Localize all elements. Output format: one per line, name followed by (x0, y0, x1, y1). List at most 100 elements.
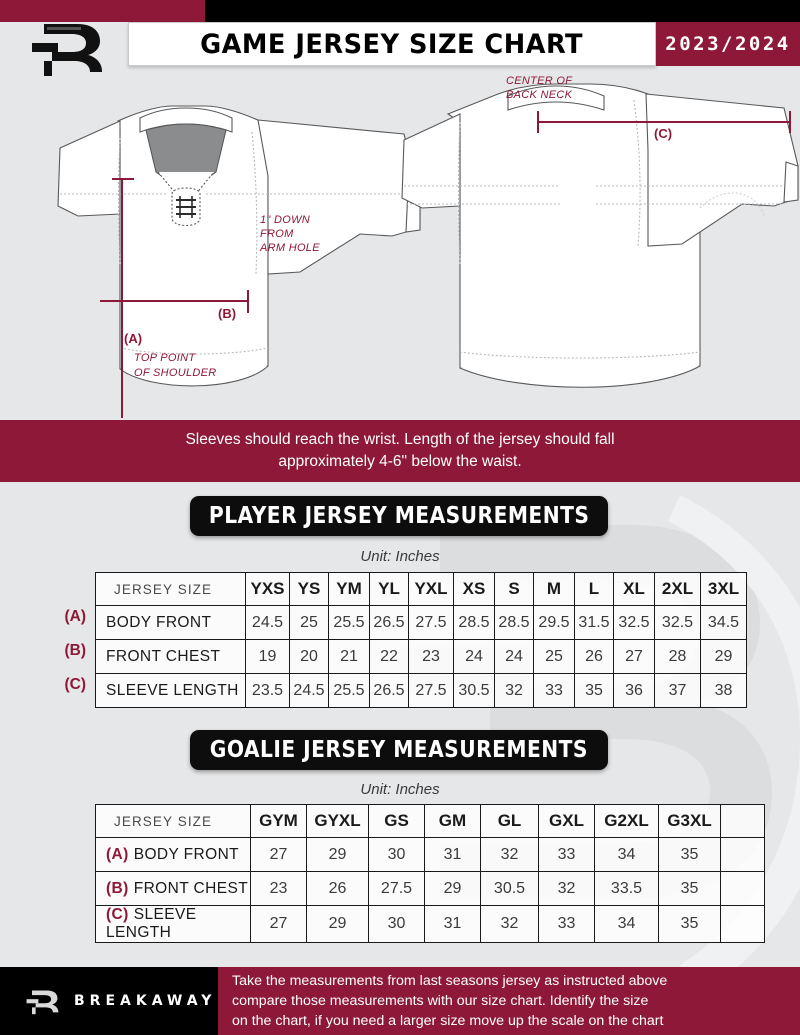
page-footer: BREAKAWAY Take the measurements from las… (0, 967, 800, 1035)
measurement-cell: 26 (306, 871, 369, 906)
row-label: (B) FRONT CHEST (95, 871, 251, 906)
one-inch-down-line2: FROM (260, 228, 294, 240)
marker-c-label: (C) (654, 126, 672, 141)
measurement-cell: 28.5 (453, 605, 495, 640)
fit-note-line-2: approximately 4-6" below the waist. (278, 453, 522, 470)
row-marker: (B) (106, 879, 129, 897)
season-badge-label: 2023/2024 (665, 33, 791, 55)
measurement-cell: 27.5 (368, 871, 425, 906)
column-header-jersey-size: JERSEY SIZE (95, 572, 246, 606)
column-header-3xl: 3XL (700, 572, 747, 606)
column-header-g2xl: G2XL (594, 804, 659, 838)
table-row: (C) SLEEVE LENGTH 27 29 30 31 32 33 34 35 (95, 905, 765, 943)
measurement-cell: 33 (538, 905, 595, 943)
column-header-xl: XL (613, 572, 655, 606)
measurement-cell: 29 (700, 639, 747, 674)
page-title: GAME JERSEY SIZE CHART (200, 28, 584, 60)
player-section-title: PLAYER JERSEY MEASUREMENTS (208, 503, 590, 529)
player-unit-label: Unit: Inches (360, 548, 440, 565)
goalie-measurements-table: JERSEY SIZE GYM GYXL GS GM GL GXL G2XL G3XL (A) BO… (95, 804, 765, 943)
measurement-cell: 35 (658, 871, 721, 906)
footer-instructions: Take the measurements from last seasons … (218, 967, 800, 1035)
measurement-cell: 26 (574, 639, 614, 674)
measurement-cell: 31 (424, 837, 481, 872)
player-measurements-table: JERSEY SIZE YXS YS YM YL YXL XS S M L XL 2XL 3XL BODY… (95, 572, 747, 708)
center-back-neck-line2: BACK NECK (506, 89, 573, 101)
page-header: GAME JERSEY SIZE CHART 2023/2024 (0, 22, 800, 76)
measurement-cell: 33 (533, 673, 575, 708)
column-header-s: S (494, 572, 534, 606)
row-label: BODY FRONT (95, 605, 246, 640)
table-row: FRONT CHEST 19 20 21 22 23 24 24 25 26 27 28 29 (95, 639, 747, 674)
one-inch-down-line1: 1" DOWN (260, 214, 310, 226)
column-header-ys: YS (289, 572, 329, 606)
top-point-shoulder-line2: OF SHOULDER (134, 367, 217, 379)
player-marker-b: (B) (64, 642, 86, 659)
row-label: (A) BODY FRONT (95, 837, 251, 872)
column-header-empty (720, 804, 765, 838)
table-row: BODY FRONT 24.5 25 25.5 26.5 27.5 28.5 28.5 29.5… (95, 605, 747, 640)
measurement-cell: 30.5 (480, 871, 539, 906)
player-measurements-table-wrap: JERSEY SIZE YXS YS YM YL YXL XS S M L XL 2XL 3XL BODY… (95, 572, 747, 708)
measurement-cell: 30 (368, 837, 425, 872)
measurement-cell: 25 (533, 639, 575, 674)
measurement-cell: 23 (408, 639, 454, 674)
one-inch-down-line3: ARM HOLE (259, 242, 320, 254)
top-strip-black (205, 0, 800, 22)
measurement-cell: 29 (306, 905, 369, 943)
fit-note-band: Sleeves should reach the wrist. Length o… (0, 420, 800, 482)
measurement-cell: 37 (654, 673, 701, 708)
column-header-m: M (533, 572, 575, 606)
measurement-cell: 32.5 (654, 605, 701, 640)
measurement-cell: 27 (613, 639, 655, 674)
row-label: SLEEVE LENGTH (95, 673, 246, 708)
player-section-title-pill: PLAYER JERSEY MEASUREMENTS (190, 496, 608, 536)
measurement-cell: 38 (700, 673, 747, 708)
column-header-yxl: YXL (408, 572, 454, 606)
table-header-row: JERSEY SIZE YXS YS YM YL YXL XS S M L XL 2XL 3XL (95, 572, 747, 606)
table-row: (A) BODY FRONT 27 29 30 31 32 33 34 35 (95, 837, 765, 872)
measurement-cell: 36 (613, 673, 655, 708)
measurement-cell: 29.5 (533, 605, 575, 640)
fit-note-line-1: Sleeves should reach the wrist. Length o… (185, 431, 615, 448)
jersey-front-illustration (57, 105, 421, 387)
measurement-cell (720, 837, 765, 872)
column-header-l: L (574, 572, 614, 606)
player-marker-a: (A) (64, 608, 86, 625)
measurement-cell: 30.5 (453, 673, 495, 708)
measurement-cell: 20 (289, 639, 329, 674)
measurement-cell: 32.5 (613, 605, 655, 640)
column-header-gs: GS (368, 804, 425, 838)
season-badge: 2023/2024 (656, 22, 800, 66)
footer-line-2: compare those measurements with our size… (232, 993, 649, 1009)
row-marker: (A) (106, 845, 129, 863)
footer-line-3: on the chart, if you need a larger size … (232, 1013, 664, 1029)
column-header-yxs: YXS (245, 572, 290, 606)
measurement-cell: 26.5 (369, 605, 409, 640)
goalie-section-title: GOALIE JERSEY MEASUREMENTS (209, 737, 589, 763)
page-title-box: GAME JERSEY SIZE CHART (128, 22, 656, 66)
column-header-gym: GYM (250, 804, 307, 838)
goalie-unit-label: Unit: Inches (360, 781, 440, 798)
measurement-cell: 23 (250, 871, 307, 906)
table-row: (B) FRONT CHEST 23 26 27.5 29 30.5 32 33.5 35 (95, 871, 765, 906)
measurement-cell: 30 (368, 905, 425, 943)
measurement-cell: 24 (494, 639, 534, 674)
measurement-cell: 32 (480, 837, 539, 872)
column-header-ym: YM (328, 572, 370, 606)
breakaway-b-logo (32, 24, 102, 76)
column-header-gxl: GXL (538, 804, 595, 838)
column-header-gyxl: GYXL (306, 804, 369, 838)
measurement-cell: 31 (424, 905, 481, 943)
measurement-cell: 35 (658, 905, 721, 943)
footer-brand-name: BREAKAWAY (74, 993, 217, 1009)
jersey-illustrations: (A) (B) TOP POINT OF SHOULDER 1" DOWN FR… (57, 75, 799, 418)
breakaway-b-logo (26, 990, 59, 1015)
measurement-cell: 31.5 (574, 605, 614, 640)
measurement-cell: 19 (245, 639, 290, 674)
row-label: FRONT CHEST (95, 639, 246, 674)
marker-b-label: (B) (218, 306, 236, 321)
measurement-cell: 34 (594, 837, 659, 872)
measurement-cell: 26.5 (369, 673, 409, 708)
measurement-cell: 25.5 (328, 673, 370, 708)
